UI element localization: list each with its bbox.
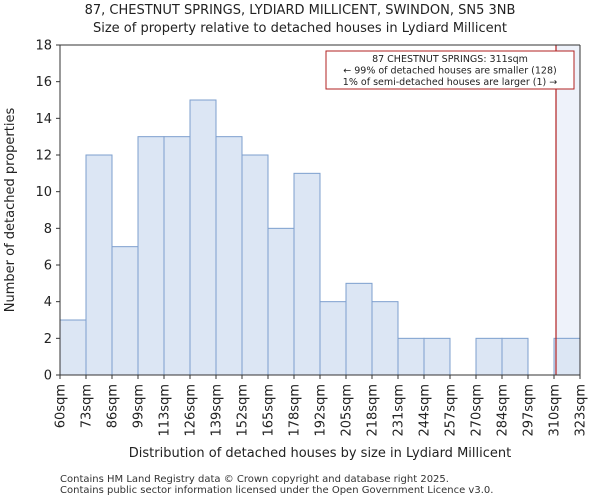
x-tick-label-323sqm: 323sqm — [574, 384, 589, 437]
y-tick-label-2: 2 — [44, 332, 52, 347]
annotation-line-2: ← 99% of detached houses are smaller (12… — [343, 66, 556, 77]
y-tick-label-18: 18 — [35, 39, 52, 54]
bar-99sqm — [137, 136, 165, 376]
bar-192sqm — [319, 301, 347, 376]
x-tick-label-86sqm: 86sqm — [106, 384, 121, 428]
chart-title: 87, CHESTNUT SPRINGS, LYDIARD MILLICENT,… — [84, 3, 516, 18]
y-tick-label-16: 16 — [35, 75, 52, 90]
x-tick-label-231sqm: 231sqm — [392, 384, 407, 437]
x-axis-label: Distribution of detached houses by size … — [129, 446, 511, 461]
bar-310sqm — [553, 337, 581, 376]
x-tick-label-244sqm: 244sqm — [418, 384, 433, 437]
y-tick-label-0: 0 — [44, 369, 52, 384]
x-tick-label-73sqm: 73sqm — [80, 384, 95, 428]
bar-218sqm — [371, 301, 399, 376]
bar-178sqm — [293, 172, 321, 376]
bar-231sqm — [397, 337, 425, 376]
footer-licence: Contains public sector information licen… — [60, 485, 494, 496]
x-tick-label-113sqm: 113sqm — [158, 384, 173, 437]
x-tick-label-297sqm: 297sqm — [522, 384, 537, 437]
bar-73sqm — [85, 154, 113, 376]
bar-113sqm — [163, 136, 191, 376]
x-tick-label-99sqm: 99sqm — [132, 384, 147, 428]
bar-60sqm — [59, 319, 87, 376]
bar-139sqm — [215, 136, 243, 376]
x-tick-label-60sqm: 60sqm — [54, 384, 69, 428]
y-tick-label-6: 6 — [44, 259, 52, 274]
footer-copyright: Contains HM Land Registry data © Crown c… — [60, 474, 449, 485]
annotation-line-3: 1% of semi-detached houses are larger (1… — [343, 77, 557, 88]
x-tick-label-192sqm: 192sqm — [314, 384, 329, 437]
bar-244sqm — [423, 337, 451, 376]
x-tick-label-218sqm: 218sqm — [366, 384, 381, 437]
y-tick-label-12: 12 — [35, 149, 52, 164]
x-tick-label-152sqm: 152sqm — [236, 384, 251, 437]
chart-subtitle: Size of property relative to detached ho… — [92, 21, 507, 36]
y-axis-label: Number of detached properties — [3, 108, 18, 313]
bar-86sqm — [111, 246, 139, 376]
bar-126sqm — [189, 99, 217, 376]
x-tick-label-139sqm: 139sqm — [210, 384, 225, 437]
x-tick-label-126sqm: 126sqm — [184, 384, 199, 437]
x-tick-label-310sqm: 310sqm — [548, 384, 563, 437]
x-tick-label-205sqm: 205sqm — [340, 384, 355, 437]
bar-284sqm — [501, 337, 529, 376]
y-tick-label-8: 8 — [44, 222, 52, 237]
bar-270sqm — [475, 337, 503, 376]
y-tick-label-10: 10 — [35, 185, 52, 200]
annotation-line-1: 87 CHESTNUT SPRINGS: 311sqm — [372, 54, 528, 65]
x-tick-label-284sqm: 284sqm — [496, 384, 511, 437]
x-tick-label-270sqm: 270sqm — [470, 384, 485, 437]
bar-165sqm — [267, 227, 295, 376]
bar-205sqm — [345, 282, 373, 376]
annotation-box — [325, 50, 575, 90]
y-tick-label-4: 4 — [44, 295, 52, 310]
x-tick-label-165sqm: 165sqm — [262, 384, 277, 437]
x-tick-label-178sqm: 178sqm — [288, 384, 303, 437]
bar-152sqm — [241, 154, 269, 376]
y-tick-label-14: 14 — [35, 112, 52, 127]
x-tick-label-257sqm: 257sqm — [444, 384, 459, 437]
highlight-region — [556, 45, 580, 375]
